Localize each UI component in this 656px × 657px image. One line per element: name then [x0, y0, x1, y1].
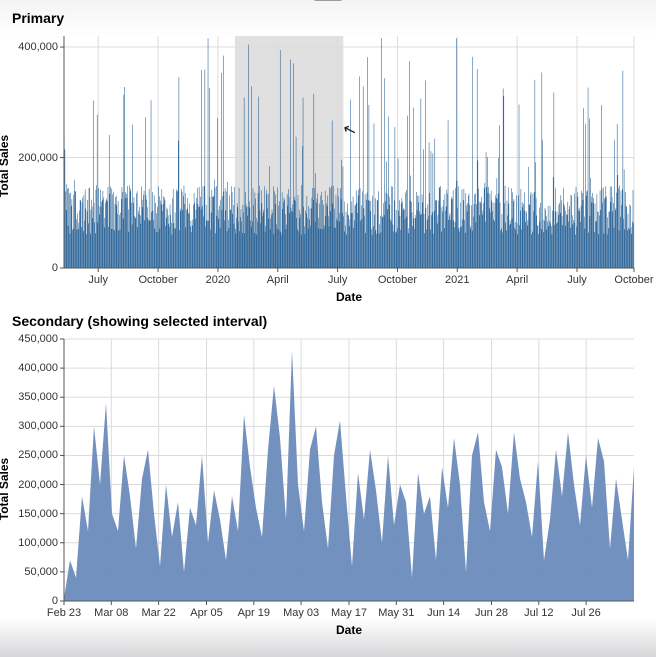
primary-x-tick-label: October — [378, 274, 417, 286]
primary-y-tick-label: 200,000 — [18, 152, 58, 164]
primary-x-tick-label: April — [267, 274, 289, 286]
primary-x-tick-label: October — [614, 274, 653, 286]
primary-plot-area[interactable] — [64, 36, 634, 268]
secondary-y-tick-label: 150,000 — [18, 508, 58, 520]
primary-title: Primary — [12, 10, 646, 26]
secondary-x-tick-label: Jun 14 — [427, 607, 460, 619]
secondary-x-tick-label: May 03 — [283, 607, 319, 619]
primary-x-tick-label: October — [138, 274, 177, 286]
secondary-x-tick-label: Apr 19 — [238, 607, 270, 619]
secondary-title: Secondary (showing selected interval) — [12, 313, 646, 329]
primary-x-tick-label: July — [328, 274, 348, 286]
secondary-plot-area[interactable] — [64, 339, 634, 601]
primary-y-tick-label: 0 — [52, 262, 58, 274]
page: Primary Total Sales 0 200,000 400,000 July… — [0, 0, 656, 657]
secondary-y-tick-label: 400,000 — [18, 362, 58, 374]
primary-y-axis-label: Total Sales — [0, 134, 11, 196]
secondary-x-tick-label: Mar 22 — [141, 607, 175, 619]
secondary-x-tick-label: Jul 26 — [571, 607, 600, 619]
secondary-y-axis-label: Total Sales — [0, 457, 11, 519]
secondary-y-tick-label: 250,000 — [18, 449, 58, 461]
secondary-x-tick-label: Feb 23 — [47, 607, 81, 619]
secondary-y-tick-label: 300,000 — [18, 420, 58, 432]
secondary-x-tick-label: Apr 05 — [190, 607, 222, 619]
secondary-y-tick-label: 100,000 — [18, 537, 58, 549]
secondary-x-tick-label: Jun 28 — [475, 607, 508, 619]
secondary-x-tick-label: May 31 — [378, 607, 414, 619]
secondary-x-tick-label: May 17 — [331, 607, 367, 619]
secondary-y-tick-label: 50,000 — [24, 566, 58, 578]
secondary-x-axis-label: Date — [336, 623, 362, 648]
secondary-y-tick-label: 200,000 — [18, 479, 58, 491]
secondary-y-tick-label: 0 — [52, 595, 58, 607]
secondary-x-tick-label: Mar 08 — [94, 607, 128, 619]
secondary-chart[interactable]: Total Sales 050,000100,000150,000200,000… — [10, 331, 642, 646]
secondary-y-tick-label: 450,000 — [18, 333, 58, 345]
primary-chart[interactable]: Total Sales 0200,000400,000 JulyOctober2… — [10, 28, 642, 303]
secondary-x-tick-label: Jul 12 — [524, 607, 553, 619]
primary-x-tick-label: April — [506, 274, 528, 286]
primary-x-tick-label: 2020 — [206, 274, 230, 286]
primary-y-tick-label: 400,000 — [18, 41, 58, 53]
primary-x-tick-label: 2021 — [445, 274, 469, 286]
primary-x-axis-label: Date — [336, 290, 362, 305]
window-resize-handle[interactable] — [314, 0, 342, 1]
secondary-y-tick-label: 350,000 — [18, 391, 58, 403]
primary-x-tick-label: July — [88, 274, 108, 286]
primary-x-tick-label: July — [567, 274, 587, 286]
